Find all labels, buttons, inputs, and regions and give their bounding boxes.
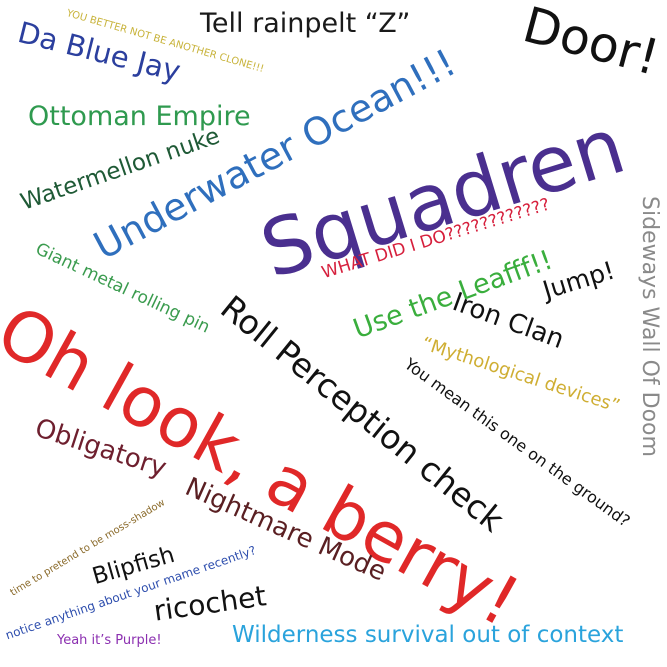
word-sideways-wall: Sideways Wall Of Doom — [637, 196, 662, 457]
word-ricochet: ricochet — [151, 579, 269, 628]
word-door: Door! — [517, 0, 665, 87]
word-yeah-purple: Yeah it’s Purple! — [57, 633, 162, 648]
word-wilderness: Wilderness survival out of context — [232, 622, 624, 648]
word-ottoman-empire: Ottoman Empire — [28, 101, 251, 132]
word-tell-rainpelt: Tell rainpelt “Z” — [200, 8, 411, 39]
